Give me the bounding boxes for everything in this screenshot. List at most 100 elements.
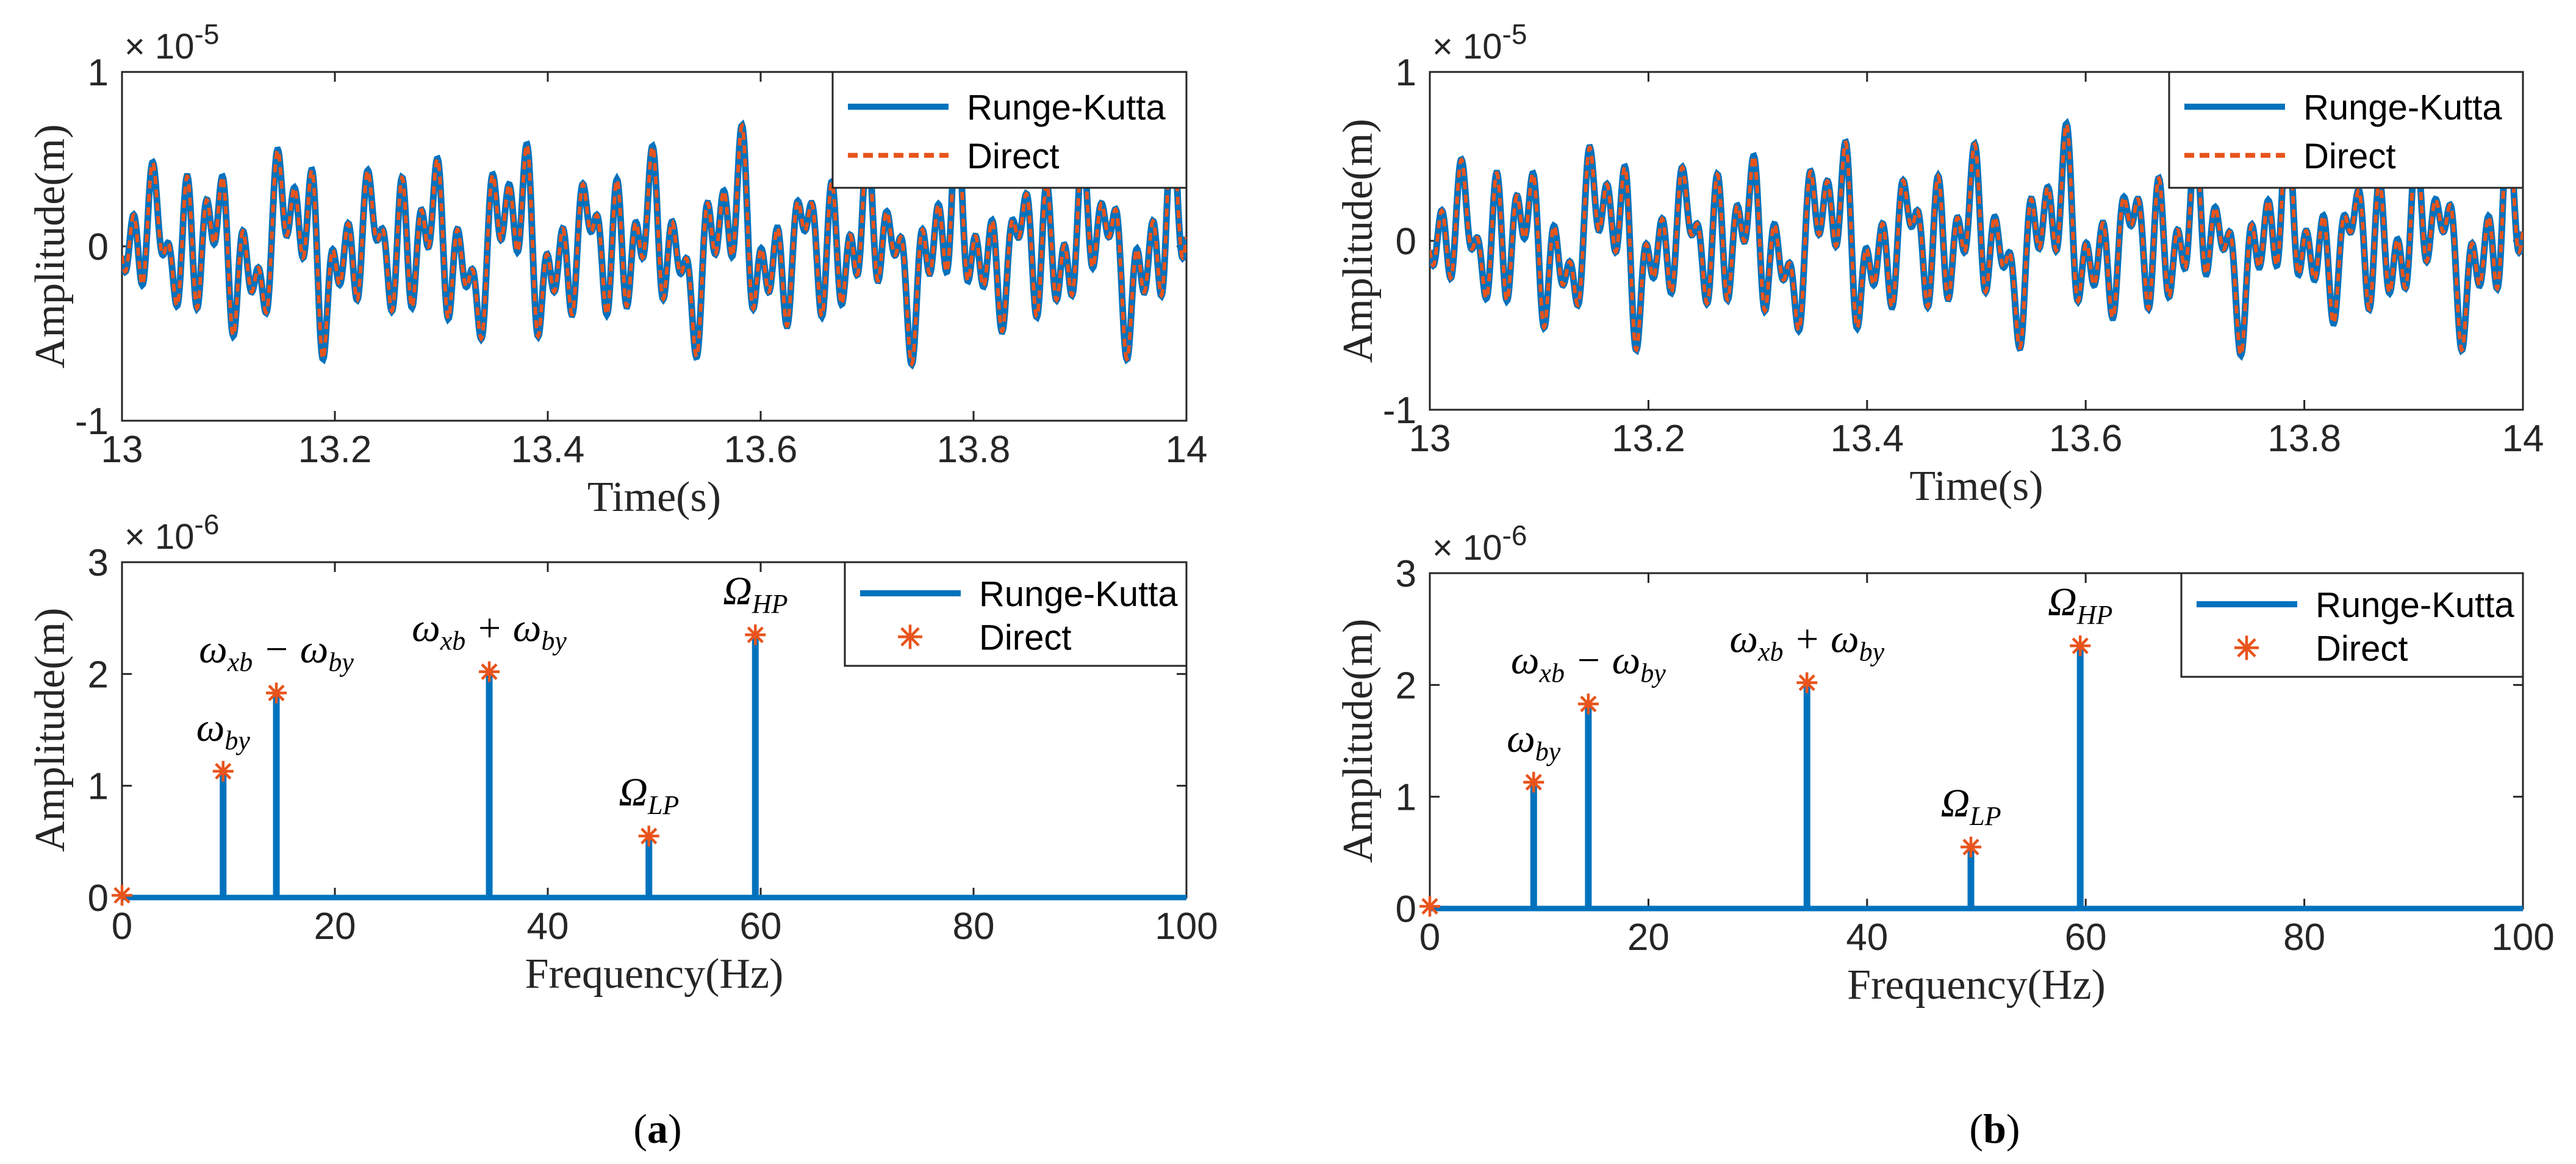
panel-b-time-xtick-label: 13.4 [1830, 418, 1904, 460]
panel-a-freq-marker-3-stroke [481, 663, 498, 680]
panel-b-freq-ytick-label: 1 [1396, 777, 1416, 819]
panel-b-freq-annotation-2: ωxb + ωby [1729, 617, 1884, 667]
panel-a-freq-marker-1-stroke [215, 763, 232, 780]
panel-a-time-xtick-label: 13 [101, 429, 143, 471]
panel-a-time-ylabel: Amplitude(m) [27, 124, 74, 368]
panel-a-freq-marker-1 [212, 760, 234, 782]
panel-b-freq-legend-label-rk: Runge-Kutta [2316, 585, 2514, 625]
panel-b-time-legend-label-rk: Runge-Kutta [2303, 88, 2502, 127]
panel-b-time-legend-label-direct: Direct [2303, 137, 2395, 176]
panel-a-freq-ytick-label: 3 [88, 542, 109, 584]
panel-a-time-legend-label-rk: Runge-Kutta [967, 88, 1166, 127]
panel-b-freq-annotation-1: ωxb − ωby [1511, 638, 1666, 688]
panel-a-time-legend-label-direct: Direct [967, 137, 1059, 176]
panel-a-freq-annotation-4: ΩHP [723, 569, 788, 619]
panel-a-freq-xtick-label: 80 [953, 905, 995, 948]
panel-a-freq-xtick-label: 40 [527, 905, 569, 948]
panel-b-time-ytick-label: 1 [1396, 52, 1416, 94]
panel-b-time-xtick-label: 13.6 [2049, 418, 2123, 460]
panel-a-time-ytick-label: 0 [88, 226, 109, 268]
panel-b-freq-marker-3 [1796, 672, 1818, 693]
panel-a-time-axes: 13 13.2 13.4 13.6 13.8 14 -1 0 1 Time(s) Amplitude… [27, 18, 1207, 521]
panel-a-freq-marker-4-stroke [640, 827, 658, 844]
panel-a-freq-legend-swatch-direct [898, 624, 922, 649]
panel-b-freq-legend: Runge-Kutta Direct [2180, 572, 2524, 678]
panel-b-freq-marker-4 [1961, 837, 1982, 858]
panel-a-time-exponent: × 10-5 [124, 18, 219, 66]
panel-a-time-xtick-label: 14 [1166, 429, 1208, 471]
panel-b-time-legend-box [2168, 71, 2524, 189]
panel-b-time-xtick-label: 14 [2502, 418, 2544, 460]
panel-b-freq-annotation-4: ΩHP [2048, 580, 2112, 630]
panel-a-freq-marker-2 [266, 682, 287, 704]
panel-a-freq-marker-2-stroke [268, 684, 285, 702]
panel-b-time-xtick-label: 13.2 [1612, 418, 1685, 460]
panel-a-freq-annotation-1: ωxb − ωby [199, 627, 354, 677]
panel-b-time-ytick-label: 0 [1396, 221, 1416, 263]
panel-a-freq-annotation-0: ωby [196, 705, 251, 755]
panel-a-freq-ytick-label: 0 [88, 877, 109, 919]
panel-a-freq-marker-0-stroke [113, 887, 131, 904]
panel-b-freq-ylabel: Amplitude(m) [1335, 619, 1382, 863]
panel-a-freq-axes: 0 20 40 60 80 100 0 1 2 3 Frequency(Hz) Amplitude(m… [27, 509, 1218, 998]
panel-b-freq-legend-label-direct: Direct [2316, 629, 2408, 668]
panel-b-time-xtick-label: 13 [1409, 418, 1451, 460]
panel-b-time-series [1430, 108, 2523, 361]
panel-b-freq-xtick-label: 80 [2283, 916, 2325, 959]
panel-b-time-axes: 13 13.2 13.4 13.6 13.8 14 -1 0 1 Time(s) Amplitude… [1335, 18, 2544, 510]
panel-a-time-xtick-label: 13.4 [511, 429, 585, 471]
panel-b-freq-marker-5 [2070, 635, 2091, 657]
panel-b-freq-marker-5-stroke [2072, 637, 2089, 654]
panel-a-time-ytick-label: 1 [88, 52, 109, 94]
panel-a-freq-marker-4 [638, 826, 659, 847]
panel-b-freq-marker-4-stroke [1962, 838, 1979, 855]
panel-b-freq-ytick-label: 3 [1396, 553, 1416, 595]
panel-a-time-legend-box [831, 71, 1188, 189]
panel-a-time-ytick-label: -1 [75, 401, 109, 443]
panel-b-time-line-direct [1430, 111, 2523, 359]
panel-b-freq-marker-1 [1523, 771, 1545, 793]
panel-a-time-xtick-label: 13.6 [724, 429, 798, 471]
panel-a-freq-marker-5-stroke [747, 626, 764, 643]
panel-b-freq-xtick-label: 100 [2491, 916, 2554, 959]
panel-a-freq-legend-swatch-direct-stroke [900, 627, 920, 647]
panel-b-freq-annotation-0: ωby [1507, 716, 1561, 766]
panel-b-time-ytick-label: -1 [1383, 390, 1416, 432]
panel-a-freq-annotation-3: ΩLP [619, 770, 679, 820]
panel-a-freq-xtick-label: 0 [112, 905, 132, 948]
panel-a-time-legend: Runge-Kutta Direct [831, 71, 1188, 189]
panel-b-freq-annotation-3: ΩLP [1940, 781, 2001, 831]
panel-b-time-ylabel: Amplitude(m) [1335, 119, 1382, 363]
panel-a-freq-legend-label-direct: Direct [979, 618, 1071, 657]
panel-a-freq-xtick-label: 60 [740, 905, 782, 948]
panel-a-time-xtick-label: 13.8 [937, 429, 1011, 471]
panel-b-freq-xtick-label: 0 [1419, 916, 1440, 959]
panel-a-freq-legend-box [844, 561, 1188, 667]
panel-a-freq-marker-0 [112, 885, 132, 906]
panel-b-freq-xtick-label: 60 [2065, 916, 2107, 959]
panel-b-time-xlabel: Time(s) [1909, 463, 2043, 510]
panel-b-freq-xtick-label: 40 [1846, 916, 1888, 959]
panel-b-time-exponent: × 10-5 [1432, 18, 1527, 66]
panel-a-freq-xtick-label: 100 [1155, 905, 1218, 948]
panel-a-freq-xlabel: Frequency(Hz) [525, 951, 784, 998]
panel-b-freq-marker-2 [1577, 693, 1599, 715]
caption-a: (a) [633, 1105, 682, 1152]
panel-b-freq-xlabel: Frequency(Hz) [1847, 962, 2106, 1009]
panel-a-time-xlabel: Time(s) [587, 474, 721, 521]
panel-b-freq-marker-3-stroke [1798, 674, 1815, 691]
panel-a-freq-annotation-2: ωxb + ωby [412, 606, 567, 656]
panel-b-freq-xtick-label: 20 [1627, 916, 1670, 959]
panel-a-freq-legend: Runge-Kutta Direct [844, 561, 1188, 667]
panel-b-freq-legend-swatch-direct [2234, 635, 2259, 660]
panel-b-freq-axes: 0 20 40 60 80 100 0 1 2 3 Frequency(Hz) Amplitude(m… [1335, 520, 2555, 1009]
panel-a-freq-marker-3 [479, 661, 500, 682]
panel-b-freq-legend-box [2180, 572, 2524, 678]
panel-b-freq-ytick-label: 2 [1396, 665, 1416, 707]
panel-a-freq-ylabel: Amplitude(m) [27, 608, 74, 852]
panel-a-freq-legend-label-rk: Runge-Kutta [979, 574, 1178, 614]
panel-a-freq-marker-5 [745, 624, 766, 646]
panel-b-freq-marker-1-stroke [1525, 774, 1542, 791]
panel-b-time-xtick-label: 13.8 [2267, 418, 2341, 460]
